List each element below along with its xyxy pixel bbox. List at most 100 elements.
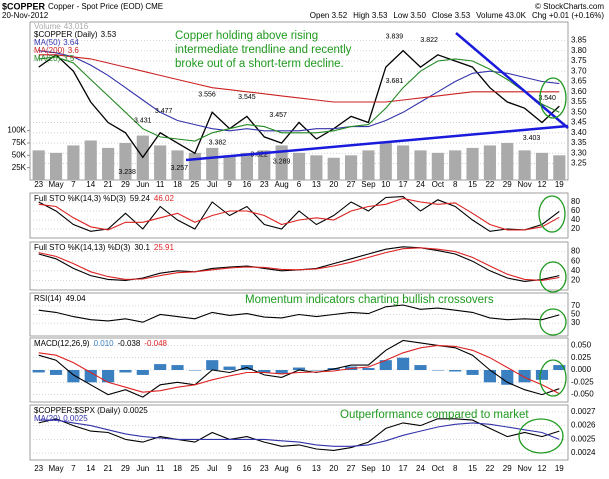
bar [327,157,340,180]
bar [223,366,236,370]
bar [275,370,288,374]
x-tick-label: 15 [468,464,477,473]
y-tick-label: 0.025 [571,353,592,362]
x-tick-label: 19 [555,180,564,189]
legend-entry: $COPPER (Daily) 3.53 [34,30,117,39]
stat: High 3.53 [353,11,388,20]
annotation: Outperformance compared to market [340,409,529,421]
series-line [38,197,560,231]
x-tick-label: 7 [71,180,76,189]
bar [84,370,97,383]
legend-value: 59.24 [130,194,151,203]
bar [535,152,549,180]
x-tick-label: Jul [207,180,217,189]
x-tick-label: 13 [312,180,321,189]
legend-entry: Volume 43,016 [34,22,89,31]
y-tick-label: 0.0026 [571,421,596,430]
stat: Close 3.53 [432,11,471,20]
x-tick-label: 18 [173,180,182,189]
x-tick-label: 25 [190,464,199,473]
x-tick-label: 20 [329,180,338,189]
x-tick-label: 24 [416,464,425,473]
bar [483,145,496,180]
bar [483,370,496,383]
legend-name: MA(20) [34,54,61,63]
y-tick-label: 3.50 [571,107,587,116]
price-label: 3.556 [198,92,216,99]
y-tick-label: 3.60 [571,87,587,96]
bar [362,150,375,180]
legend-value: 30.1 [134,243,150,252]
legend-entry: MA(200) 3.6 [34,46,79,55]
x-tick-label: May [48,180,63,189]
panel-legend: Full STO %K(14,13) %D(3) 30.1 25.91 [34,243,174,252]
legend-entry: $COPPER:$SPX (Daily) 0.0025 [34,406,148,415]
legend-value: 3.53 [101,30,117,39]
legend-name: MA(200) [34,46,65,55]
y-tick-label: 40 [571,266,580,275]
y-tick-label: 25K [12,163,27,172]
series-line [38,50,560,132]
y-tick-label: 3.75 [571,56,587,65]
legend-entry: MA(50) 3.64 [34,38,79,47]
bar [310,155,323,180]
bar [171,150,184,180]
bar [431,370,444,371]
x-tick-label: Aug [275,180,289,189]
x-tick-label: 10 [381,180,390,189]
y-tick-label: 30 [571,318,580,327]
panel-legend: MACD(12,26,9) 0.010 -0.038 -0.048 [34,339,168,348]
series-line [38,196,560,232]
legend-name: Full STO %K(14,3) %D(3) [34,194,126,203]
y-tick-label: 0.050 [571,340,592,349]
highlight [539,359,567,397]
y-tick-label: 70 [571,301,580,310]
series-line [38,339,560,398]
annotation: broke out of a short-term decline. [175,58,344,70]
panel-legend: RSI(14) 49.04 [34,294,86,303]
y-tick-label: 50 [571,310,580,319]
bar [206,360,219,370]
legend-name: MA(20) [34,414,61,423]
x-tick-label: 11 [156,180,165,189]
x-tick-label: 16 [242,464,251,473]
x-tick-label: 12 [538,180,547,189]
bar [258,370,271,373]
stat: Open 3.52 [310,11,348,20]
bar [553,155,566,180]
x-tick-label: 11 [156,464,165,473]
bar [501,370,514,385]
bar [379,142,392,180]
legend-value: -0.048 [144,339,167,348]
price-label: 3.477 [155,108,173,115]
legend-value: 3.6 [68,46,80,55]
highlight [539,261,567,293]
bar [49,152,63,180]
y-tick-label: 0.0025 [571,434,596,443]
legend-name: $COPPER (Daily) [34,30,98,39]
x-tick-label: 23 [34,464,43,473]
x-tick-label: 6 [297,464,302,473]
legend-value: 3.64 [63,38,79,47]
bar [67,370,80,383]
x-tick-label: Oct [432,464,445,473]
x-tick-label: 29 [121,180,130,189]
y-tick-label: 100K [7,126,26,135]
bar [258,150,271,180]
x-tick-label: 23 [34,180,43,189]
price-label: 3.545 [238,94,256,101]
bar [136,370,149,375]
x-tick-label: 25 [190,180,199,189]
trendline [455,32,569,129]
bar [32,370,45,373]
series-line [38,304,560,323]
y-tick-label: 3.55 [571,97,587,106]
x-tick-label: Jun [136,180,149,189]
price-label: 3.238 [118,169,136,176]
series-line [38,56,560,142]
legend-value: 49.04 [66,294,87,303]
x-tick-label: 6 [297,180,302,189]
x-tick-label: 8 [453,180,458,189]
bar [84,140,97,180]
legend-value: 25.91 [154,243,175,252]
